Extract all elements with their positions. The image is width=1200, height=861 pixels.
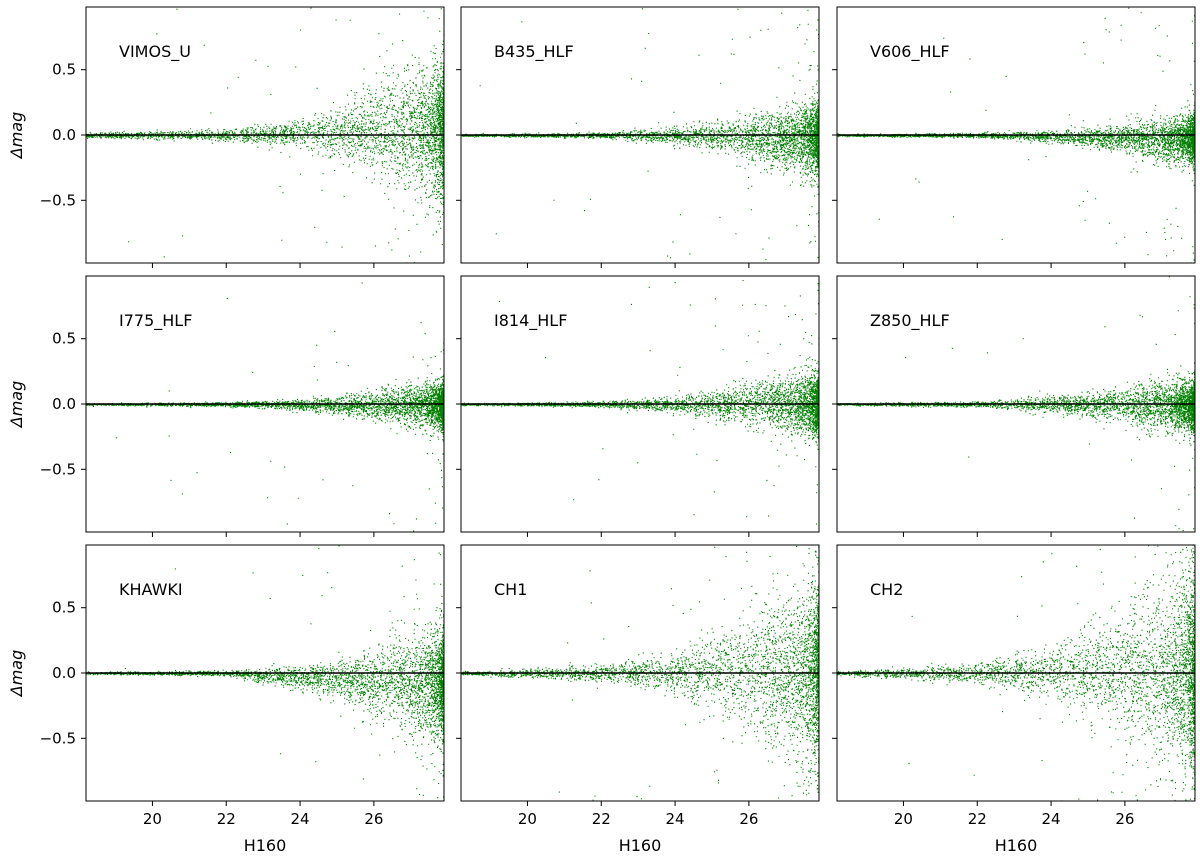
panel-z850-hlf: Z850_HLF: [832, 275, 1196, 537]
y-tick-label: −0.5: [40, 460, 76, 478]
y-axis-title: Δmag: [7, 112, 26, 161]
x-tick-label: 26: [739, 810, 758, 828]
x-tick-label: 24: [1042, 810, 1061, 828]
panel-band-label: I775_HLF: [119, 311, 192, 331]
panel-i775-hlf: 0.5 0.0 −0.5 I775_HLF Δmag: [7, 275, 445, 537]
y-axis-title: Δmag: [7, 650, 26, 699]
panel-band-label: I814_HLF: [494, 311, 567, 331]
y-tick-label: −0.5: [40, 191, 76, 209]
x-axis-title: H160: [995, 836, 1038, 855]
x-tick-label: 26: [1115, 810, 1134, 828]
y-tick-label: 0.5: [52, 330, 76, 348]
panel-vimos-u: 0.5 0.0 −0.5 VIMOS_U Δmag: [7, 6, 445, 268]
panel-ch1: 20 22 24 26 CH1 H160: [456, 544, 820, 855]
panel-v606-hlf: V606_HLF: [832, 6, 1196, 268]
y-tick-label: 0.0: [52, 395, 76, 413]
x-tick-label: 22: [217, 810, 236, 828]
scatter-points: [461, 8, 819, 261]
x-tick-label: 22: [592, 810, 611, 828]
x-tick-label: 22: [968, 810, 987, 828]
y-axis-title: Δmag: [7, 381, 26, 430]
panel-band-label: CH1: [494, 580, 527, 599]
x-tick-label: 20: [518, 810, 537, 828]
x-tick-label: 26: [364, 810, 383, 828]
y-tick-label: −0.5: [40, 729, 76, 747]
panel-band-label: B435_HLF: [494, 42, 574, 62]
panel-band-label: V606_HLF: [870, 42, 950, 62]
y-tick-label: 0.5: [52, 61, 76, 79]
y-tick-label: 0.0: [52, 126, 76, 144]
panel-i814-hlf: I814_HLF: [456, 275, 820, 537]
y-tick-label: 0.0: [52, 664, 76, 682]
panel-band-label: KHAWKI: [119, 580, 183, 599]
x-axis-title: H160: [244, 836, 287, 855]
scatter-points: [461, 280, 819, 525]
y-tick-label: 0.5: [52, 599, 76, 617]
x-tick-label: 24: [666, 810, 685, 828]
panel-band-label: VIMOS_U: [119, 42, 191, 62]
x-tick-label: 20: [143, 810, 162, 828]
scatter-points: [837, 545, 1195, 801]
panel-b435-hlf: B435_HLF: [456, 6, 820, 268]
panel-khawki: 20 22 24 26 0.5 0.0 −0.5 KHAWKI H160 Δmag: [7, 544, 445, 855]
x-axis-title: H160: [619, 836, 662, 855]
panel-band-label: Z850_HLF: [870, 311, 950, 331]
x-tick-label: 20: [894, 810, 913, 828]
panel-band-label: CH2: [870, 580, 903, 599]
x-tick-label: 24: [291, 810, 310, 828]
scatter-points: [86, 282, 444, 532]
panel-ch2: 20 22 24 26 CH2 H160: [832, 544, 1196, 855]
